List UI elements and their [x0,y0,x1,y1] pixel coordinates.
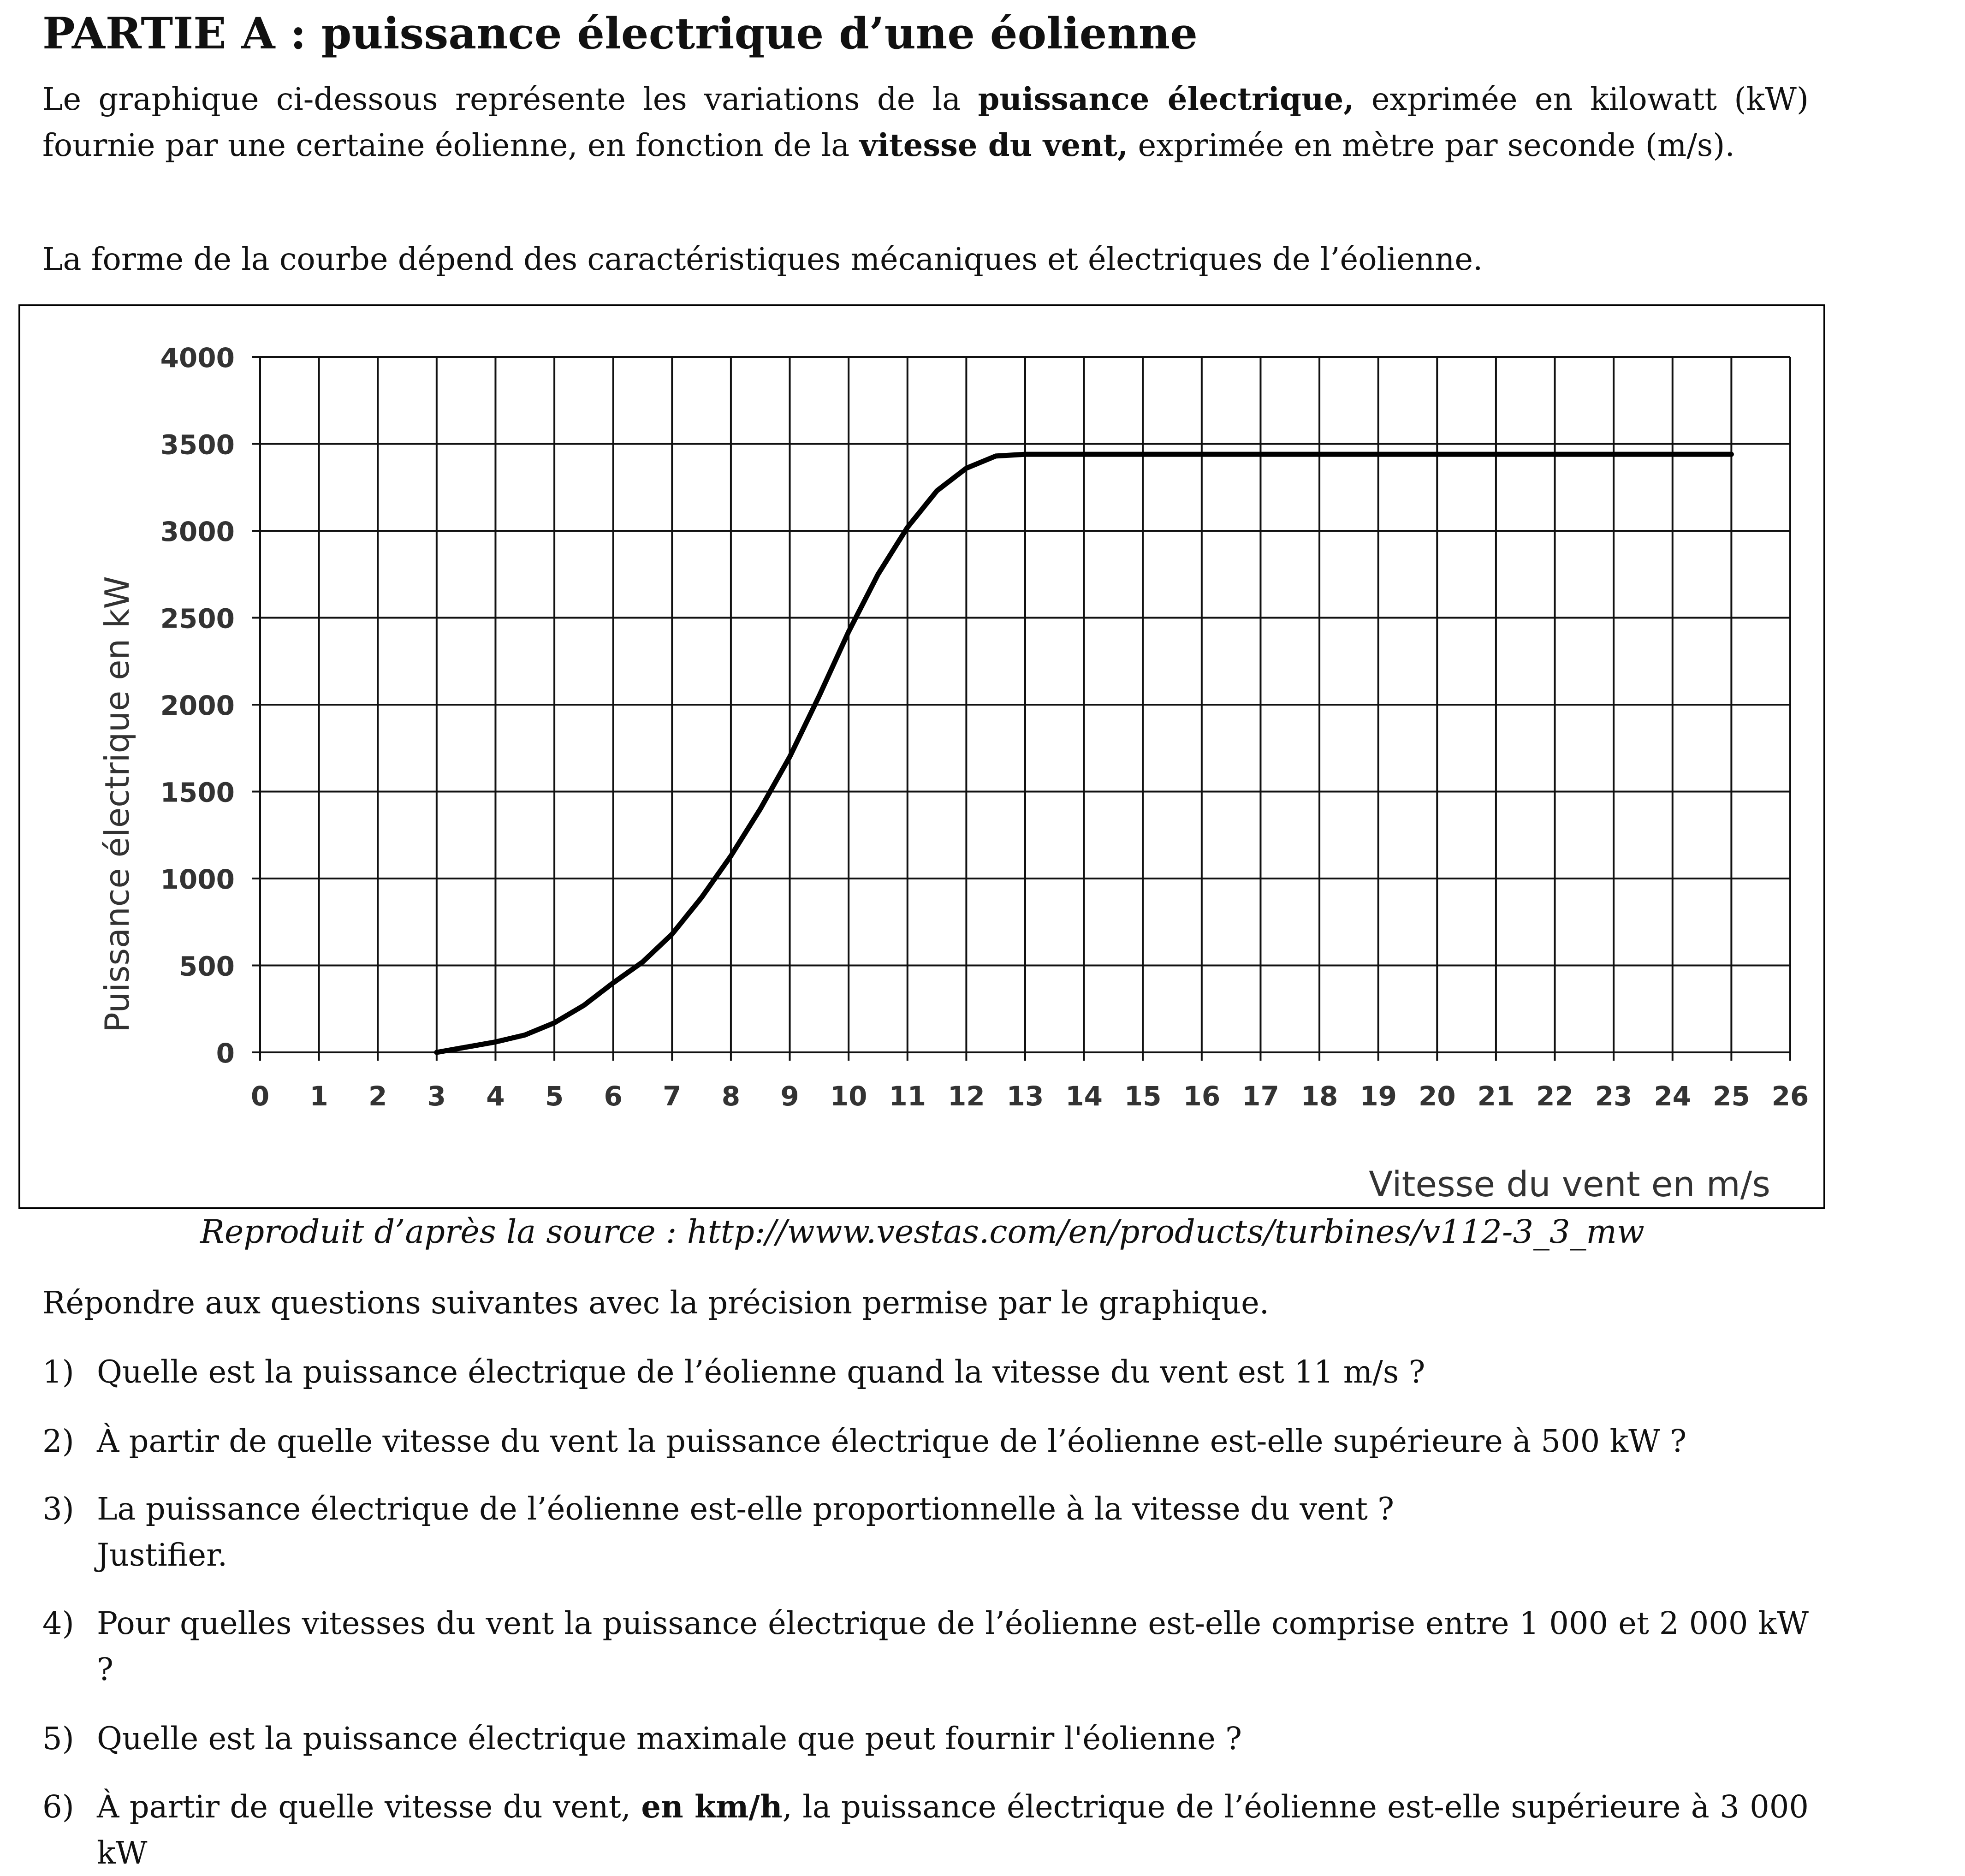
x-axis-label: Vitesse du vent en m/s [1369,1164,1770,1205]
intro-bold-wind: vitesse du vent, [859,127,1128,163]
question-text: À partir de quelle vitesse du vent, en k… [97,1784,1809,1876]
question-number: 4) [42,1605,74,1641]
question-number: 2) [42,1423,74,1459]
x-tick-label: 13 [1007,1080,1044,1112]
x-tick-label: 5 [545,1080,564,1112]
chart-series [434,451,1734,1055]
x-tick-label: 4 [486,1080,505,1112]
y-tick-label: 4000 [160,342,235,374]
x-tick-label: 9 [780,1080,799,1112]
x-tick-label: 8 [722,1080,740,1112]
y-tick-label: 3500 [160,429,235,461]
x-tick-label: 2 [368,1080,387,1112]
question-6-text-1: À partir de quelle vitesse du vent, [97,1789,641,1825]
instruction-text: Répondre aux questions suivantes avec la… [42,1285,1270,1321]
intro-text-2: exprimée en kilowatt (kW) fournie par un… [42,81,1809,163]
x-tick-label: 22 [1536,1080,1573,1112]
intro-text-1: Le graphique ci-dessous représente les v… [42,81,978,117]
y-tick-label: 3000 [160,516,235,547]
x-tick-label: 3 [427,1080,446,1112]
x-tick-label: 14 [1065,1080,1103,1112]
x-tick-label: 26 [1772,1080,1809,1112]
x-tick-label: 1 [309,1080,328,1112]
x-tick-label: 23 [1595,1080,1633,1112]
x-tick-label: 21 [1478,1080,1515,1112]
x-tick-label: 7 [663,1080,681,1112]
x-tick-label: 19 [1359,1080,1397,1112]
chart-source-caption: Reproduit d’après la source : http://www… [200,1213,1644,1251]
y-tick-label: 2000 [160,690,235,721]
intro-text-3: exprimée en mètre par seconde (m/s). [1128,127,1735,163]
y-tick-label: 2500 [160,603,235,635]
question-6-bold-unit: en km/h [641,1788,783,1825]
question-text: Quelle est la puissance électrique maxim… [97,1721,1242,1757]
question-justify: Justifier. [97,1537,228,1573]
question-text: Pour quelles vitesses du vent la puissan… [97,1605,1809,1687]
x-tick-label: 16 [1183,1080,1220,1112]
question-1: 1) Quelle est la puissance électrique de… [42,1349,1809,1395]
y-tick-label: 500 [179,951,235,982]
question-6: 6) À partir de quelle vitesse du vent, e… [42,1784,1809,1876]
y-axis-label: Puissance électrique en kW [98,576,137,1033]
x-tick-label: 6 [604,1080,623,1112]
chart-grid [252,356,1791,1061]
question-3: 3) La puissance électrique de l’éolienne… [42,1486,1809,1578]
page-title: PARTIE A : puissance électrique d’une éo… [42,8,1198,59]
x-tick-label: 20 [1419,1080,1456,1112]
question-text: Quelle est la puissance électrique de l’… [97,1354,1425,1390]
question-number: 5) [42,1721,74,1757]
series-line [434,451,1734,1055]
y-tick-label: 1000 [160,864,235,895]
question-5: 5) Quelle est la puissance électrique ma… [42,1716,1809,1762]
x-tick-label: 17 [1242,1080,1279,1112]
question-number: 6) [42,1789,74,1825]
x-tick-label: 11 [889,1080,926,1112]
question-6-text-2: , la puissance électrique de l’éolienne … [97,1789,1809,1871]
x-tick-label: 18 [1301,1080,1338,1112]
question-4: 4) Pour quelles vitesses du vent la puis… [42,1600,1809,1692]
question-text: La puissance électrique de l’éolienne es… [97,1491,1395,1527]
x-tick-label: 24 [1654,1080,1691,1112]
chart-frame: 0 500 1000 1500 2000 2500 3000 3500 4000 0 1 2 3 4 5 6 7… [18,304,1825,1209]
x-tick-label: 12 [948,1080,985,1112]
x-tick-label: 25 [1713,1080,1750,1112]
x-tick-label: 15 [1124,1080,1162,1112]
question-number: 1) [42,1354,74,1390]
y-tick-label: 1500 [160,777,235,808]
intro-paragraph: Le graphique ci-dessous représente les v… [42,76,1809,168]
y-tick-label: 0 [216,1038,235,1069]
question-text: À partir de quelle vitesse du vent la pu… [97,1423,1687,1459]
question-2: 2) À partir de quelle vitesse du vent la… [42,1418,1809,1464]
intro-bold-power: puissance électrique, [978,81,1354,117]
question-number: 3) [42,1491,74,1527]
intro-paragraph-2: La forme de la courbe dépend des caracté… [42,241,1483,277]
x-tick-label: 0 [251,1080,269,1112]
x-tick-label: 10 [830,1080,867,1112]
